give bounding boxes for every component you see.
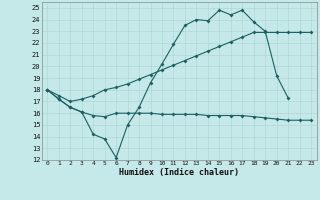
X-axis label: Humidex (Indice chaleur): Humidex (Indice chaleur) [119,168,239,177]
